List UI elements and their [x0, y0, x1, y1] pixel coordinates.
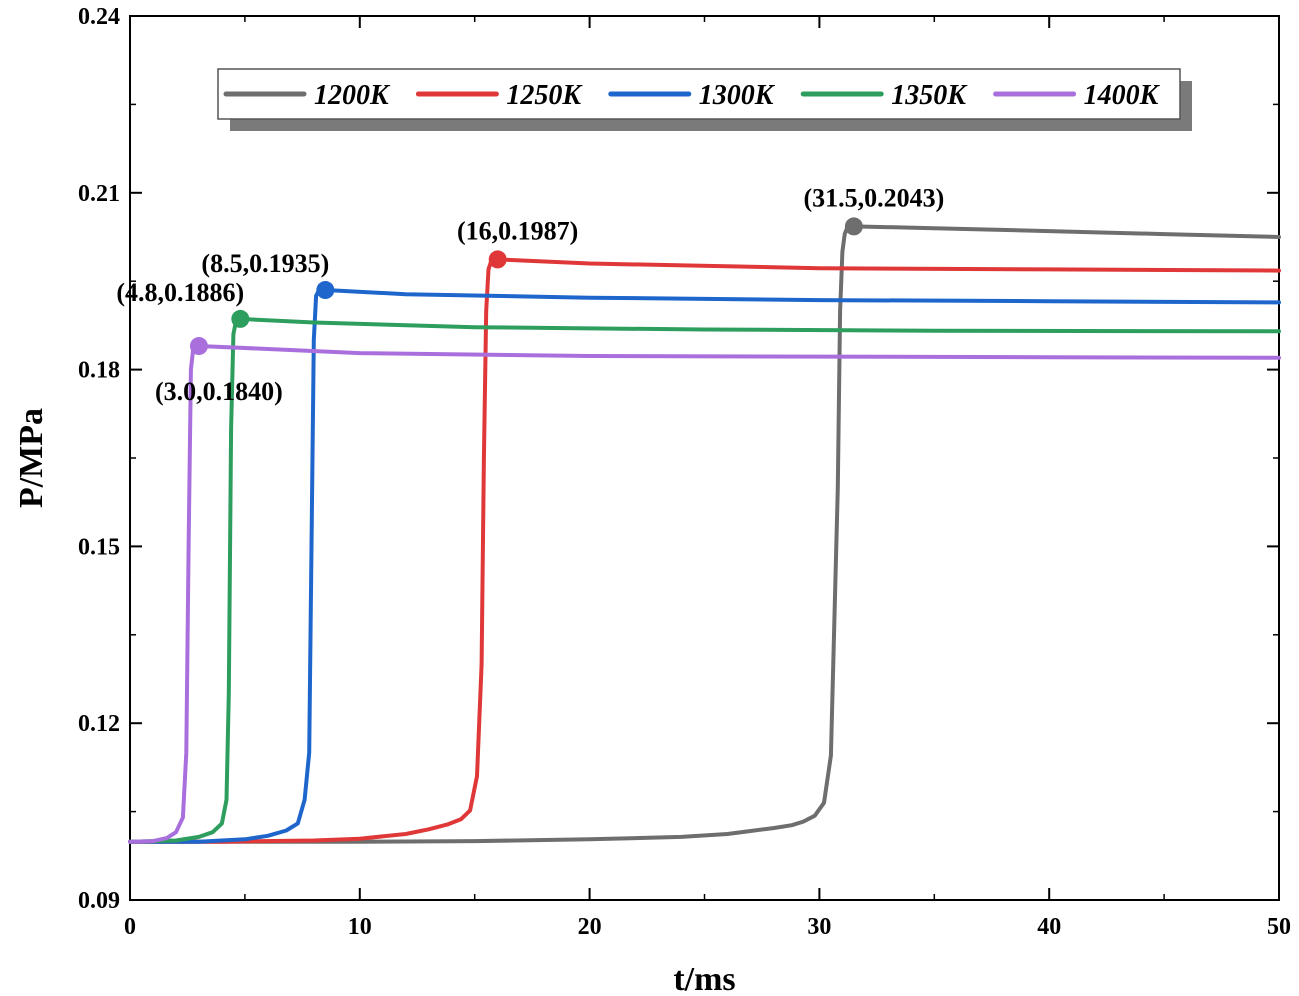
- peak-label-1350K: (4.8,0.1886): [116, 278, 244, 307]
- y-tick-label: 0.24: [78, 4, 120, 30]
- series-line-1400K: [128, 344, 1281, 844]
- x-axis-title: t/ms: [673, 961, 735, 996]
- y-tick-label: 0.15: [78, 534, 120, 560]
- peak-label-1400K: (3.0,0.1840): [155, 377, 283, 406]
- y-tick-label: 0.09: [78, 888, 120, 914]
- y-tick-label: 0.21: [78, 181, 120, 207]
- y-axis-title: P/MPa: [13, 408, 50, 508]
- legend-label-1200K: 1200K: [314, 80, 391, 111]
- series-line-1300K: [128, 288, 1281, 844]
- x-tick-label: 50: [1267, 914, 1291, 940]
- peak-marker-1300K: [316, 281, 335, 300]
- peak-label-1250K: (16,0.1987): [457, 216, 578, 245]
- legend-label-1250K: 1250K: [506, 80, 583, 111]
- peak-marker-1350K: [231, 309, 250, 328]
- series-line-1350K: [128, 316, 1281, 844]
- peak-annotations-layer: (31.5,0.2043) (16,0.1987) (8.5,0.1935)(4.8…: [116, 183, 944, 406]
- plot-frame: [129, 15, 1280, 901]
- x-tick-label: 20: [578, 914, 602, 940]
- y-tick-label: 0.12: [78, 711, 120, 737]
- legend-label-1300K: 1300K: [699, 80, 776, 111]
- x-tick-label: 10: [348, 914, 372, 940]
- peak-label-1200K: (31.5,0.2043): [803, 183, 944, 212]
- peak-label-1300K: (8.5,0.1935): [201, 249, 329, 278]
- series-line-1200K: [128, 224, 1281, 844]
- series-lines-layer: [128, 224, 1281, 844]
- x-tick-label: 40: [1037, 914, 1061, 940]
- x-tick-label: 30: [807, 914, 831, 940]
- legend: 1200K 1250K 1300K 1350K 1400K: [217, 68, 1192, 131]
- peak-marker-1250K: [488, 250, 507, 269]
- legend-label-1400K: 1400K: [1084, 80, 1161, 111]
- series-line-1250K: [128, 257, 1281, 844]
- y-tick-label: 0.18: [78, 358, 120, 384]
- peak-marker-1200K: [844, 217, 863, 236]
- axes-layer: 0 10 20 30 40 50 0.09 0.12 0.15 0.18 0.21 0.24 t/ms P…: [13, 4, 1291, 996]
- legend-label-1350K: 1350K: [891, 80, 968, 111]
- x-tick-label: 0: [124, 914, 136, 940]
- peak-marker-1400K: [189, 337, 208, 356]
